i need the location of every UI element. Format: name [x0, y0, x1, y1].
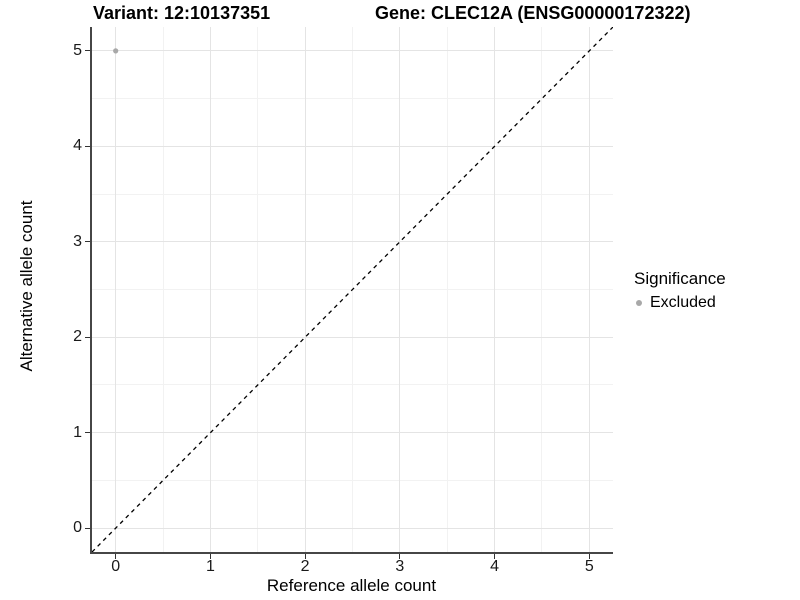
gridline-major-vertical: [115, 27, 117, 552]
y-axis-tick: [85, 145, 90, 147]
x-axis-tick: [399, 554, 401, 559]
y-tick-label: 2: [73, 328, 82, 346]
x-tick-label: 0: [111, 558, 121, 575]
gridline-major-vertical: [209, 27, 211, 552]
x-axis-tick: [209, 554, 211, 559]
y-axis-tick: [85, 432, 90, 434]
x-axis-tick: [494, 554, 496, 559]
legend-entry-excluded: Excluded: [634, 294, 726, 312]
gridline-major-horizontal: [92, 527, 613, 529]
x-tick-label: 3: [395, 558, 405, 575]
y-axis-tick: [85, 527, 90, 529]
gridline-major-horizontal: [92, 432, 613, 434]
y-axis-tick: [85, 336, 90, 338]
legend-title: Significance: [634, 269, 726, 288]
y-tick-label: 0: [73, 519, 82, 537]
x-axis-tick: [588, 554, 590, 559]
variant-title: Variant: 12:10137351: [93, 3, 271, 23]
y-tick-label: 3: [73, 232, 82, 250]
y-axis-tick: [85, 241, 90, 243]
gridline-major-vertical: [399, 27, 401, 552]
gridline-major-horizontal: [92, 145, 613, 147]
y-tick-label: 5: [73, 41, 82, 59]
gridline-major-horizontal: [92, 50, 613, 52]
gridline-minor-horizontal: [92, 193, 613, 195]
plot-draw-layer: [92, 27, 613, 552]
identity-line: [92, 27, 613, 552]
gridline-minor-horizontal: [92, 98, 613, 100]
gridline-minor-horizontal: [92, 384, 613, 386]
x-tick-label: 4: [490, 558, 500, 575]
x-axis-tick: [304, 554, 306, 559]
x-tick-label: 5: [584, 558, 594, 575]
x-tick-label: 2: [300, 558, 310, 575]
excluded-marker-icon: [636, 300, 642, 306]
gridline-major-horizontal: [92, 336, 613, 338]
gene-title: Gene: CLEC12A (ENSG00000172322): [375, 3, 691, 23]
x-tick-label: 1: [205, 558, 215, 575]
y-axis-title: Alternative allele count: [17, 200, 36, 372]
y-axis-tick: [85, 50, 90, 52]
gridline-major-vertical: [588, 27, 590, 552]
data-point: [113, 48, 119, 54]
y-tick-label: 1: [73, 423, 82, 441]
legend-entry-label: Excluded: [650, 294, 716, 311]
gridline-major-vertical: [494, 27, 496, 552]
plot-panel: [90, 27, 613, 554]
y-tick-label: 4: [73, 137, 82, 155]
gridline-minor-horizontal: [92, 479, 613, 481]
x-axis-title: Reference allele count: [266, 576, 437, 595]
legend: Significance Excluded: [634, 269, 726, 312]
x-axis-tick: [115, 554, 117, 559]
gridline-major-vertical: [304, 27, 306, 552]
gridline-major-horizontal: [92, 241, 613, 243]
